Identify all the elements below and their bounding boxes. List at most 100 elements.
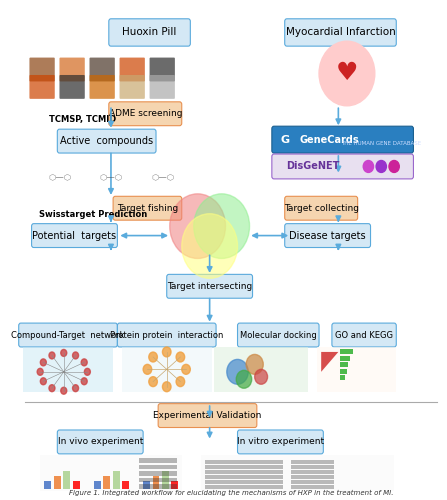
FancyBboxPatch shape xyxy=(109,102,182,126)
Text: ⬡—⬡: ⬡—⬡ xyxy=(151,174,174,182)
FancyBboxPatch shape xyxy=(119,58,145,82)
FancyBboxPatch shape xyxy=(201,456,394,491)
Circle shape xyxy=(72,352,79,359)
FancyBboxPatch shape xyxy=(57,129,156,153)
Text: ADME screening: ADME screening xyxy=(109,110,182,118)
Circle shape xyxy=(49,352,55,359)
Circle shape xyxy=(246,354,263,374)
FancyBboxPatch shape xyxy=(139,478,177,482)
FancyBboxPatch shape xyxy=(205,475,283,478)
FancyBboxPatch shape xyxy=(139,458,177,463)
Circle shape xyxy=(176,352,185,362)
FancyBboxPatch shape xyxy=(40,456,182,491)
Circle shape xyxy=(162,347,171,357)
Circle shape xyxy=(40,378,46,384)
FancyBboxPatch shape xyxy=(341,362,348,368)
FancyBboxPatch shape xyxy=(139,465,177,469)
FancyBboxPatch shape xyxy=(341,356,350,361)
FancyBboxPatch shape xyxy=(285,224,371,248)
FancyBboxPatch shape xyxy=(150,58,175,82)
FancyBboxPatch shape xyxy=(32,224,118,248)
Circle shape xyxy=(84,368,90,376)
FancyBboxPatch shape xyxy=(30,75,55,99)
FancyBboxPatch shape xyxy=(150,75,175,99)
Text: Experimental Validation: Experimental Validation xyxy=(153,411,261,420)
FancyBboxPatch shape xyxy=(139,472,177,476)
Circle shape xyxy=(389,160,399,172)
Circle shape xyxy=(194,194,249,258)
Polygon shape xyxy=(321,352,338,372)
FancyBboxPatch shape xyxy=(291,485,334,488)
Text: Figure 1. Integrated workflow for elucidating the mechanisms of HXP in the treat: Figure 1. Integrated workflow for elucid… xyxy=(69,490,393,496)
Text: Potential  targets: Potential targets xyxy=(33,230,117,240)
FancyBboxPatch shape xyxy=(341,350,354,354)
FancyBboxPatch shape xyxy=(341,369,346,374)
FancyBboxPatch shape xyxy=(152,476,160,488)
FancyBboxPatch shape xyxy=(205,466,283,469)
Circle shape xyxy=(72,384,79,392)
Text: ♥: ♥ xyxy=(336,62,358,86)
FancyBboxPatch shape xyxy=(285,19,396,46)
Circle shape xyxy=(236,370,252,388)
Text: Protein protein  interaction: Protein protein interaction xyxy=(110,330,224,340)
FancyBboxPatch shape xyxy=(205,480,283,484)
Text: Swisstarget Prediction: Swisstarget Prediction xyxy=(39,210,148,218)
Circle shape xyxy=(61,387,67,394)
FancyBboxPatch shape xyxy=(162,472,169,488)
FancyBboxPatch shape xyxy=(205,460,283,464)
Circle shape xyxy=(37,368,43,376)
FancyBboxPatch shape xyxy=(122,481,129,488)
FancyBboxPatch shape xyxy=(30,58,55,82)
FancyBboxPatch shape xyxy=(285,196,358,220)
FancyBboxPatch shape xyxy=(139,484,177,488)
Text: DisGeNET: DisGeNET xyxy=(286,162,339,172)
Text: In vitro experiment: In vitro experiment xyxy=(237,438,324,446)
FancyBboxPatch shape xyxy=(59,58,85,82)
FancyBboxPatch shape xyxy=(73,481,80,488)
FancyBboxPatch shape xyxy=(109,19,190,46)
Text: GeneCards: GeneCards xyxy=(300,134,359,144)
FancyBboxPatch shape xyxy=(122,347,212,392)
FancyBboxPatch shape xyxy=(272,154,413,179)
Text: Target intersecting: Target intersecting xyxy=(167,282,252,291)
Text: TCMSP, TCMID: TCMSP, TCMID xyxy=(49,115,116,124)
Text: Huoxin Pill: Huoxin Pill xyxy=(122,28,177,38)
FancyBboxPatch shape xyxy=(57,430,143,454)
FancyBboxPatch shape xyxy=(89,58,115,82)
FancyBboxPatch shape xyxy=(118,323,216,347)
FancyBboxPatch shape xyxy=(143,481,150,488)
FancyBboxPatch shape xyxy=(291,475,334,478)
FancyBboxPatch shape xyxy=(291,480,334,484)
Circle shape xyxy=(170,194,226,258)
FancyBboxPatch shape xyxy=(19,323,118,347)
FancyBboxPatch shape xyxy=(59,75,85,99)
Circle shape xyxy=(182,364,190,374)
Circle shape xyxy=(143,364,152,374)
FancyBboxPatch shape xyxy=(291,470,334,474)
FancyBboxPatch shape xyxy=(291,466,334,469)
FancyBboxPatch shape xyxy=(23,347,113,392)
Circle shape xyxy=(81,378,87,384)
FancyBboxPatch shape xyxy=(103,476,110,488)
Text: THE HUMAN GENE DATABASE: THE HUMAN GENE DATABASE xyxy=(341,140,422,145)
FancyBboxPatch shape xyxy=(291,460,334,464)
Text: Active  compounds: Active compounds xyxy=(60,136,153,146)
FancyBboxPatch shape xyxy=(89,75,115,99)
FancyBboxPatch shape xyxy=(54,476,61,488)
Text: GO and KEGG: GO and KEGG xyxy=(335,330,393,340)
FancyBboxPatch shape xyxy=(113,472,119,488)
Text: Molecular docking: Molecular docking xyxy=(240,330,316,340)
Circle shape xyxy=(81,359,87,366)
Circle shape xyxy=(255,370,268,384)
FancyBboxPatch shape xyxy=(237,323,319,347)
FancyBboxPatch shape xyxy=(158,404,257,427)
FancyBboxPatch shape xyxy=(317,347,396,392)
Circle shape xyxy=(176,376,185,386)
Text: Target fishing: Target fishing xyxy=(117,204,178,212)
FancyBboxPatch shape xyxy=(44,481,51,488)
Text: In vivo experiment: In vivo experiment xyxy=(58,438,143,446)
FancyBboxPatch shape xyxy=(172,481,178,488)
FancyBboxPatch shape xyxy=(341,376,345,380)
FancyBboxPatch shape xyxy=(205,470,283,474)
Circle shape xyxy=(49,384,55,392)
